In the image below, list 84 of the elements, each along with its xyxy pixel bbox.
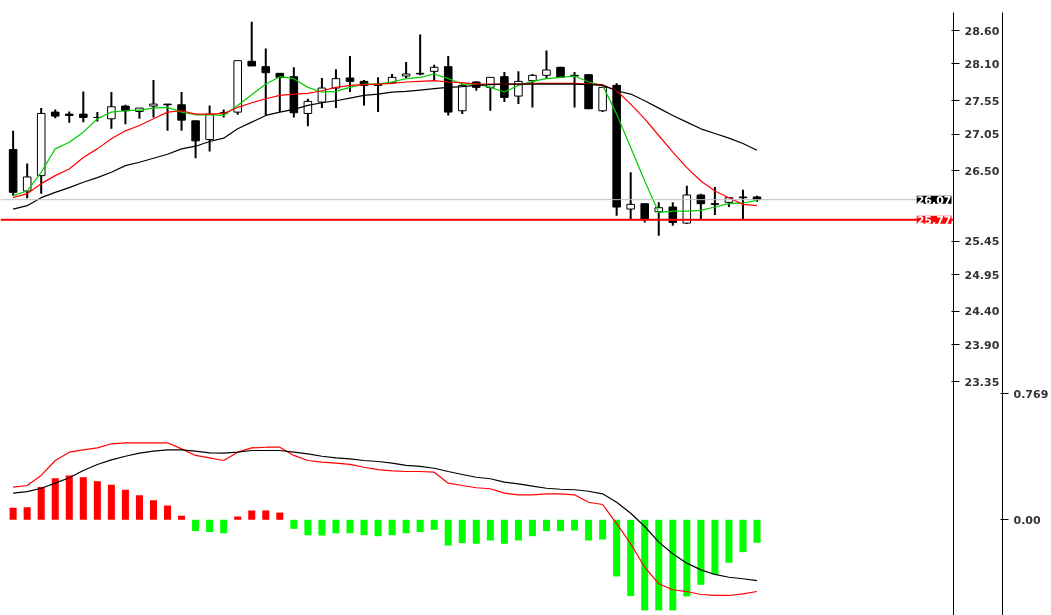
- bar: [23, 507, 31, 520]
- bar: [93, 481, 101, 520]
- candlestick: [710, 185, 720, 217]
- bar: [627, 519, 635, 597]
- bar: [79, 477, 87, 520]
- ref-line-label: 25.77: [916, 213, 952, 227]
- candlestick: [163, 103, 172, 132]
- bar: [360, 519, 368, 536]
- bar: [9, 507, 17, 520]
- bar: [739, 519, 747, 553]
- bar: [262, 510, 270, 520]
- bar: [571, 519, 579, 531]
- bar: [374, 519, 382, 537]
- bar: [402, 519, 410, 534]
- bar: [542, 519, 550, 532]
- candlestick: [598, 86, 607, 114]
- bar: [220, 519, 228, 534]
- bar: [683, 519, 691, 597]
- y2-tick-label: 0.769: [1013, 387, 1049, 401]
- candlestick: [191, 119, 200, 160]
- y-tick-label: 27.05: [964, 128, 1000, 142]
- bar: [346, 519, 354, 534]
- candlestick: [149, 79, 158, 119]
- bar: [655, 519, 663, 611]
- candlestick: [303, 97, 313, 128]
- candlestick: [107, 91, 116, 130]
- bar: [234, 516, 242, 520]
- ref-line-label: 26.07: [916, 193, 952, 207]
- candlestick: [247, 20, 257, 67]
- bar: [528, 519, 536, 537]
- bar: [107, 484, 115, 520]
- y-tick-label: 24.40: [964, 305, 1000, 319]
- bar: [416, 519, 424, 533]
- bar: [37, 487, 45, 520]
- candlestick: [738, 188, 748, 221]
- bar: [65, 475, 73, 520]
- bar: [178, 515, 186, 520]
- bar: [149, 500, 157, 520]
- bar: [613, 519, 621, 577]
- bar: [248, 510, 256, 520]
- candlestick: [626, 171, 635, 221]
- bar: [753, 519, 761, 543]
- candlestick: [415, 33, 425, 77]
- bar: [585, 519, 593, 541]
- bar: [711, 519, 719, 575]
- bar: [276, 512, 284, 520]
- bar: [557, 519, 565, 532]
- bar: [486, 519, 494, 541]
- bar: [514, 519, 522, 541]
- y-tick-label: 27.55: [964, 94, 1000, 108]
- bar: [725, 519, 733, 563]
- y-tick-label: 26.50: [964, 164, 1000, 178]
- bar: [206, 519, 214, 533]
- y-tick-label: 28.60: [964, 24, 1000, 38]
- bar: [164, 505, 172, 520]
- bar: [697, 519, 705, 585]
- bar: [669, 519, 677, 611]
- bar: [599, 519, 607, 540]
- y-tick-label: 25.45: [964, 235, 1000, 249]
- bar: [290, 519, 298, 529]
- bar: [304, 519, 312, 536]
- y-tick-label: 28.10: [964, 57, 1000, 71]
- bar: [332, 519, 340, 534]
- bar: [641, 519, 649, 611]
- candlestick: [345, 54, 355, 94]
- bar: [135, 495, 143, 520]
- bar: [388, 519, 396, 536]
- candlestick: [542, 49, 551, 80]
- bar: [318, 519, 326, 536]
- candlestick: [79, 90, 88, 124]
- bar: [121, 489, 129, 520]
- y-tick-label: 23.90: [964, 338, 1000, 352]
- bar: [458, 519, 466, 544]
- bar: [500, 519, 508, 544]
- bar: [430, 519, 438, 530]
- bar: [192, 519, 200, 532]
- bar: [51, 478, 59, 520]
- candlestick: [640, 202, 650, 224]
- y-tick-label: 23.35: [964, 375, 1000, 389]
- candlestick: [22, 162, 32, 200]
- bar: [444, 519, 452, 546]
- y2-tick-label: 0.00: [1013, 513, 1041, 527]
- bar: [472, 519, 480, 544]
- y-tick-label: 24.95: [964, 268, 1000, 282]
